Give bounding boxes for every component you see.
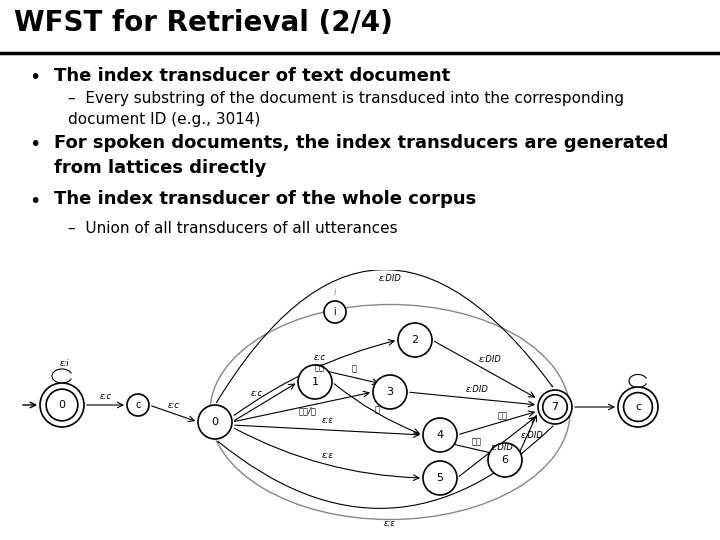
Text: ε:i: ε:i — [60, 359, 70, 368]
Circle shape — [298, 365, 332, 399]
Text: ε:ε: ε:ε — [322, 416, 333, 425]
Text: ε:c: ε:c — [168, 401, 179, 409]
Text: 华: 华 — [351, 364, 356, 374]
Text: ε:DID: ε:DID — [521, 431, 544, 440]
Text: 2: 2 — [411, 335, 418, 345]
Text: 6: 6 — [502, 455, 508, 465]
Circle shape — [40, 383, 84, 427]
Circle shape — [373, 375, 407, 409]
Text: ε:ε: ε:ε — [322, 451, 333, 461]
Text: 汉语/某: 汉语/某 — [299, 406, 316, 415]
Text: 某: 某 — [375, 406, 380, 415]
FancyArrowPatch shape — [217, 269, 553, 403]
Circle shape — [624, 393, 652, 421]
Circle shape — [538, 390, 572, 424]
Text: ε:c: ε:c — [99, 392, 112, 401]
Circle shape — [488, 443, 522, 477]
Text: 中美: 中美 — [472, 437, 482, 446]
Circle shape — [127, 394, 149, 416]
Circle shape — [423, 461, 457, 495]
Text: The index transducer of text document: The index transducer of text document — [54, 67, 450, 85]
Text: ε:DID: ε:DID — [379, 274, 402, 283]
Text: 绝处: 绝处 — [498, 411, 508, 420]
Circle shape — [618, 387, 658, 427]
Text: The index transducer of the whole corpus: The index transducer of the whole corpus — [54, 190, 476, 208]
Text: –  Every substring of the document is transduced into the corresponding
document: – Every substring of the document is tra… — [68, 91, 624, 126]
Text: 1: 1 — [312, 377, 318, 387]
Text: •: • — [29, 68, 40, 87]
Circle shape — [423, 418, 457, 452]
Text: ε:DID: ε:DID — [466, 386, 489, 395]
Text: 3: 3 — [387, 387, 394, 397]
Text: i: i — [334, 288, 336, 297]
Circle shape — [398, 323, 432, 357]
Text: i: i — [333, 307, 336, 317]
Text: ε:ε: ε:ε — [384, 519, 396, 528]
Circle shape — [198, 405, 232, 439]
Text: •: • — [29, 192, 40, 211]
Text: 4: 4 — [436, 430, 444, 440]
Text: 5: 5 — [436, 473, 444, 483]
Circle shape — [46, 389, 78, 421]
Text: WFST for Retrieval (2/4): WFST for Retrieval (2/4) — [14, 9, 393, 37]
Text: c: c — [135, 400, 140, 410]
Text: •: • — [29, 135, 40, 154]
Text: –  Union of all transducers of all utterances: – Union of all transducers of all uttera… — [68, 221, 398, 237]
Circle shape — [543, 395, 567, 419]
FancyArrowPatch shape — [218, 426, 553, 508]
Text: ε:c
美国: ε:c 美国 — [314, 353, 326, 373]
Text: 7: 7 — [552, 402, 559, 412]
Text: ε:DID: ε:DID — [479, 355, 501, 364]
Circle shape — [324, 301, 346, 323]
Text: 0: 0 — [58, 400, 66, 410]
Text: 0: 0 — [212, 417, 218, 427]
Text: ε:DID: ε:DID — [491, 443, 514, 453]
Text: c: c — [635, 402, 641, 412]
Text: ε:c: ε:c — [251, 389, 263, 398]
Text: For spoken documents, the index transducers are generated
from lattices directly: For spoken documents, the index transduc… — [54, 133, 668, 177]
